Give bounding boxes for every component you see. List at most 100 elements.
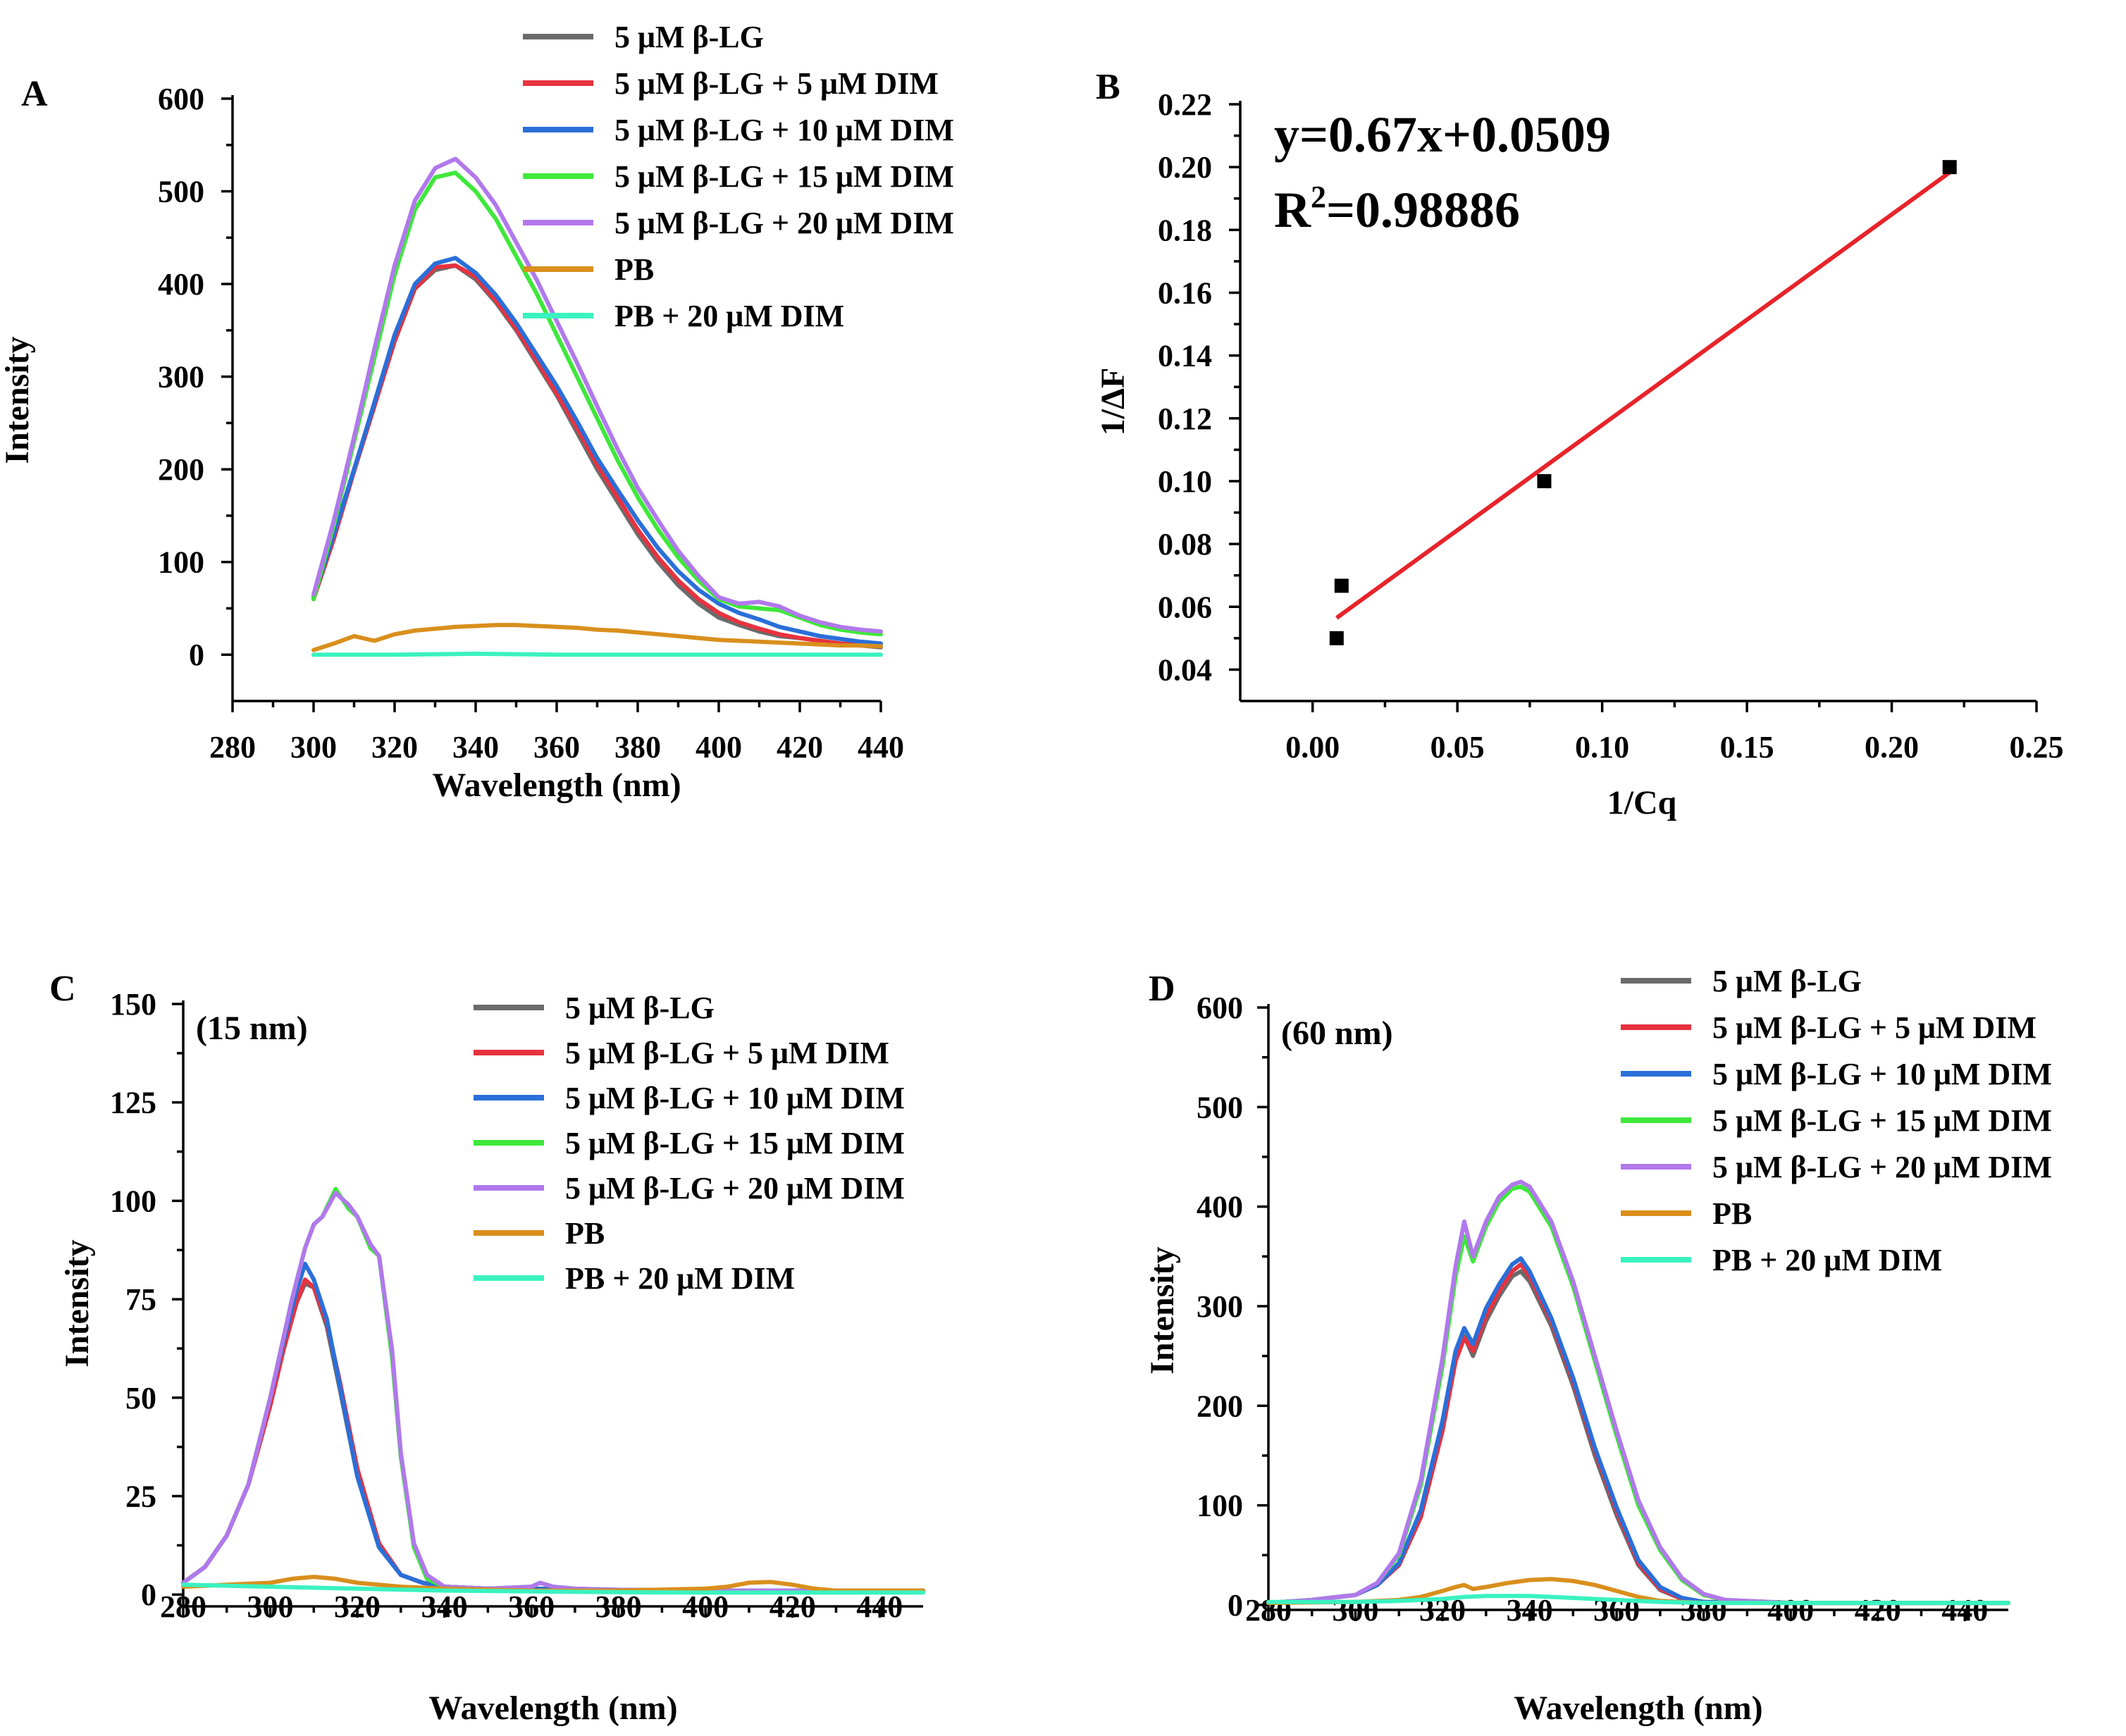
legend-label: 5 μM β-LG + 15 μM DIM	[614, 159, 954, 194]
x-axis-title: Wavelength (nm)	[1514, 1690, 1762, 1727]
x-tick-label: 340	[421, 1589, 468, 1624]
scatter-point	[1942, 160, 1957, 175]
x-tick-label: 0.05	[1430, 730, 1485, 764]
legend-label: 5 μM β-LG + 20 μM DIM	[1712, 1150, 2052, 1184]
x-tick-label: 300	[247, 1589, 294, 1624]
y-tick-label: 600	[1197, 991, 1243, 1025]
x-tick-label: 380	[595, 1589, 642, 1624]
panel-letter: D	[1149, 969, 1175, 1009]
y-tick-label: 0	[189, 638, 204, 672]
x-tick-label: 340	[452, 730, 499, 764]
y-tick-label: 75	[125, 1282, 156, 1317]
y-tick-label: 500	[158, 175, 204, 209]
fit-r-squared: R2=0.98886	[1274, 180, 1520, 238]
x-tick-label: 420	[770, 1589, 816, 1624]
panel-b: B 0.00 0.05 0.10 0.15 0.20 0.25 0.04 0.06 0.08 0.1…	[1094, 67, 2064, 822]
x-axis-title: Wavelength (nm)	[432, 767, 681, 804]
x-tick-label: 280	[209, 730, 256, 764]
legend-label: 5 μM β-LG	[614, 20, 764, 54]
y-tick-label: 0.08	[1158, 527, 1212, 562]
panel-letter: A	[21, 74, 48, 114]
y-tick-label: 50	[125, 1381, 156, 1415]
series-line	[181, 1582, 925, 1595]
legend-label: PB	[565, 1216, 605, 1251]
x-tick-label: 440	[858, 730, 904, 764]
legend-label: 5 μM β-LG + 20 μM DIM	[565, 1171, 905, 1205]
legend-label: 5 μM β-LG + 10 μM DIM	[565, 1081, 905, 1115]
legend-label: 5 μM β-LG + 5 μM DIM	[565, 1036, 889, 1070]
y-tick-label: 100	[1197, 1489, 1243, 1523]
legend-label: 5 μM β-LG + 10 μM DIM	[614, 113, 954, 147]
series-line	[1266, 1594, 2010, 1606]
y-tick-label: 300	[1197, 1289, 1243, 1324]
x-tick-label: 360	[508, 1589, 555, 1624]
legend-label: PB + 20 μM DIM	[614, 299, 844, 333]
legend-label: 5 μM β-LG + 10 μM DIM	[1712, 1057, 2052, 1091]
legend-label: 5 μM β-LG + 15 μM DIM	[1712, 1103, 2052, 1138]
x-tick-label: 420	[777, 730, 823, 764]
panel-letter: B	[1096, 67, 1120, 107]
y-tick-label: 0	[1228, 1588, 1243, 1623]
y-tick-label: 100	[110, 1184, 156, 1218]
x-tick-label: 360	[533, 730, 580, 764]
y-axis-title: 1/ΔF	[1094, 368, 1132, 436]
fit-line	[1335, 170, 1951, 620]
x-tick-label: 0.20	[1865, 730, 1919, 764]
legend-label: 5 μM β-LG + 5 μM DIM	[1712, 1010, 2037, 1045]
y-tick-label: 400	[158, 267, 204, 302]
r-squared-value: =0.98886	[1326, 182, 1520, 238]
fit-equation: y=0.67x+0.0509	[1274, 106, 1611, 163]
x-tick-label: 440	[856, 1589, 903, 1624]
panel-a: A 280 300 320 340 360 380 400 420 440 0 100 200 300 40…	[0, 20, 954, 804]
series-line	[311, 156, 883, 634]
y-tick-label: 400	[1197, 1190, 1243, 1224]
y-tick-label: 200	[1197, 1389, 1243, 1423]
scatter-point	[1537, 473, 1552, 488]
series-line	[1266, 1179, 2010, 1606]
legend-label: 5 μM β-LG + 20 μM DIM	[614, 206, 954, 240]
y-tick-label: 125	[110, 1086, 156, 1120]
y-tick-label: 300	[158, 360, 204, 395]
series-line	[181, 1281, 925, 1593]
series-line	[1266, 1262, 2010, 1606]
series-line	[311, 256, 883, 646]
panel-letter: C	[49, 969, 76, 1009]
legend-label: 5 μM β-LG + 15 μM DIM	[565, 1126, 905, 1160]
y-tick-label: 0.20	[1158, 150, 1212, 185]
y-tick-label: 0	[141, 1577, 156, 1612]
legend: 5 μM β-LG 5 μM β-LG + 5 μM DIM 5 μM β-LG +…	[474, 991, 905, 1296]
x-tick-label: 400	[696, 730, 742, 764]
r-squared-prefix: R	[1274, 182, 1311, 238]
legend-label: PB	[614, 252, 654, 287]
y-tick-label: 500	[1197, 1090, 1243, 1124]
r-squared-superscript: 2	[1311, 180, 1326, 214]
y-tick-label: 0.18	[1158, 213, 1212, 247]
series-line	[1266, 1256, 2010, 1606]
y-axis-title: Intensity	[0, 336, 36, 464]
x-tick-label: 0.00	[1285, 730, 1340, 764]
series-line	[311, 170, 883, 637]
y-tick-label: 0.22	[1158, 87, 1212, 122]
x-tick-label: 0.25	[2010, 730, 2064, 764]
panel-annotation: (60 nm)	[1281, 1015, 1393, 1052]
x-axis-title: 1/Cq	[1607, 784, 1677, 822]
legend-label: 5 μM β-LG	[1712, 964, 1862, 998]
y-tick-label: 0.06	[1158, 590, 1212, 624]
legend: 5 μM β-LG 5 μM β-LG + 5 μM DIM 5 μM β-LG +…	[1621, 964, 2052, 1277]
series-line	[181, 1191, 925, 1593]
x-tick-label: 0.15	[1720, 730, 1774, 764]
y-tick-label: 100	[158, 545, 204, 580]
scatter-point	[1329, 631, 1344, 645]
series-line	[1266, 1269, 2010, 1606]
x-tick-label: 300	[290, 730, 337, 764]
y-tick-label: 0.16	[1158, 275, 1212, 310]
y-tick-label: 0.04	[1158, 652, 1212, 687]
y-tick-label: 25	[125, 1480, 156, 1514]
panel-annotation: (15 nm)	[196, 1010, 308, 1047]
y-tick-label: 150	[110, 987, 156, 1022]
legend-label: 5 μM β-LG + 5 μM DIM	[614, 66, 939, 101]
legend-label: PB + 20 μM DIM	[1712, 1243, 1942, 1277]
